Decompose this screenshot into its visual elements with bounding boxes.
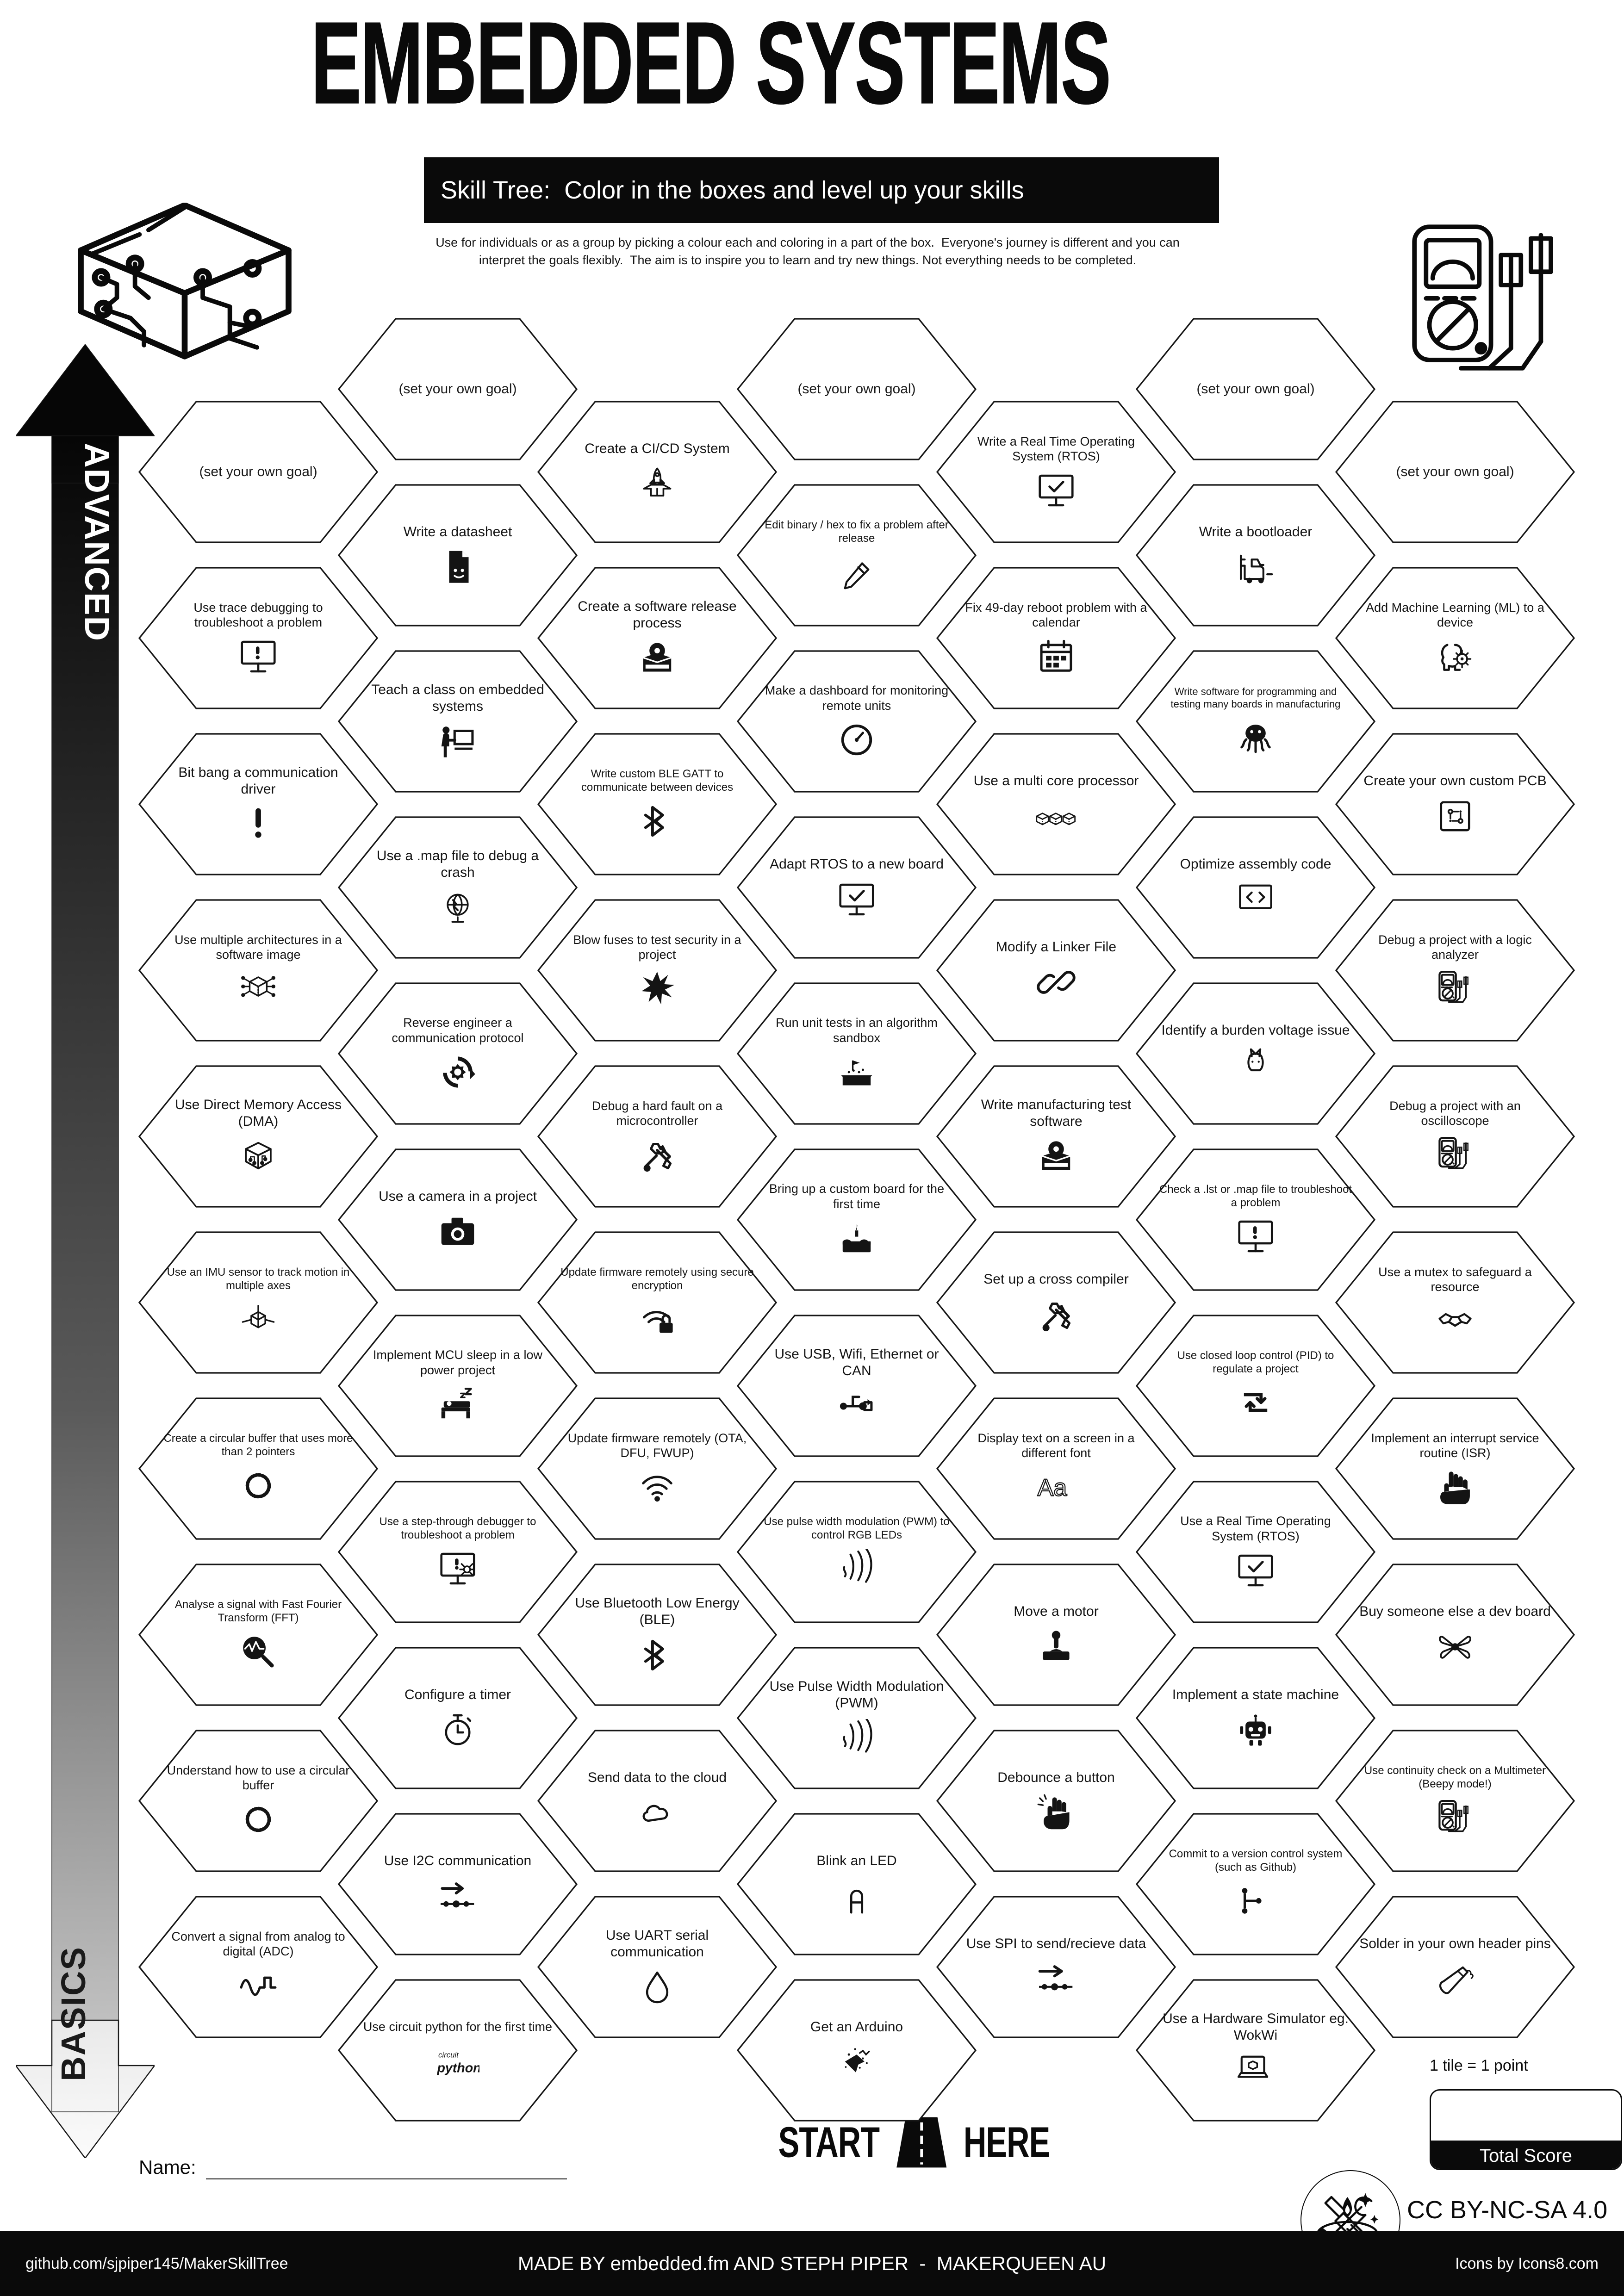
svg-text:BASICS: BASICS — [54, 1946, 93, 2081]
svg-text:python: python — [436, 2060, 479, 2075]
svg-text:Aa: Aa — [1038, 1475, 1067, 1502]
svg-text:circuit: circuit — [438, 2050, 459, 2059]
svg-text:ADVANCED: ADVANCED — [78, 443, 116, 642]
